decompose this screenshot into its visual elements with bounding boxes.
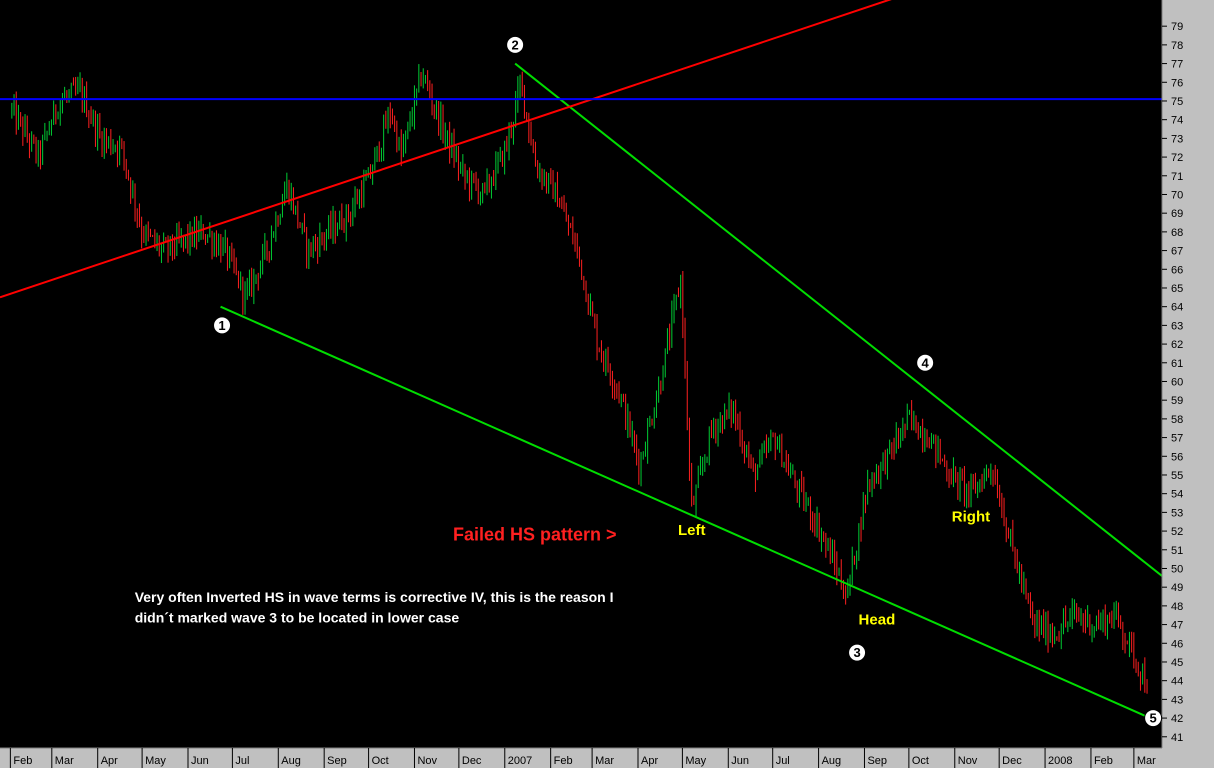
x-tick-label: May xyxy=(145,755,166,767)
x-tick-label: Apr xyxy=(101,755,118,767)
annotation-text: didn´t marked wave 3 to be located in lo… xyxy=(135,610,460,626)
x-axis-panel xyxy=(0,748,1214,768)
annotation-text: Left xyxy=(678,522,706,539)
x-tick-label: Sep xyxy=(867,755,887,767)
y-tick-label: 65 xyxy=(1171,283,1183,295)
wave-number: 5 xyxy=(1150,711,1157,726)
x-tick-label: Aug xyxy=(822,755,842,767)
x-tick-label: Jul xyxy=(235,755,249,767)
y-tick-label: 47 xyxy=(1171,620,1183,632)
y-tick-label: 78 xyxy=(1171,40,1183,52)
x-tick-label: 2007 xyxy=(508,755,532,767)
y-tick-label: 43 xyxy=(1171,694,1183,706)
y-tick-label: 70 xyxy=(1171,189,1183,201)
y-tick-label: 50 xyxy=(1171,563,1183,575)
y-tick-label: 76 xyxy=(1171,77,1183,89)
y-tick-label: 66 xyxy=(1171,264,1183,276)
x-tick-label: Jun xyxy=(191,755,209,767)
annotation-text: Very often Inverted HS in wave terms is … xyxy=(135,589,614,605)
y-axis: 41 42 43 44 45 46 47 48 49 50 51 52 53 54 55 56 57 58 59 60… xyxy=(1162,21,1183,744)
y-tick-label: 68 xyxy=(1171,227,1183,239)
y-tick-label: 72 xyxy=(1171,152,1183,164)
y-tick-label: 44 xyxy=(1171,676,1183,688)
x-tick-label: Sep xyxy=(327,755,347,767)
wave-marker xyxy=(916,353,935,372)
y-tick-label: 79 xyxy=(1171,21,1183,33)
wave-marker xyxy=(848,643,867,662)
y-tick-label: 73 xyxy=(1171,133,1183,145)
x-axis: Feb Mar Apr May Jun Jul Aug Sep Oct Nov Dec 2007 Feb… xyxy=(9,748,1156,768)
trend-line xyxy=(514,62,1163,577)
annotation-text: Head xyxy=(859,612,896,629)
x-tick-label: Feb xyxy=(554,755,573,767)
y-tick-label: 42 xyxy=(1171,713,1183,725)
wave-labels: 1 2 3 4 5 xyxy=(213,35,1163,728)
annotation-text: Right xyxy=(952,509,990,526)
y-tick-label: 62 xyxy=(1171,339,1183,351)
plot-area xyxy=(0,0,1162,748)
y-tick-label: 59 xyxy=(1171,395,1183,407)
y-tick-label: 67 xyxy=(1171,246,1183,258)
wave-marker xyxy=(213,316,232,335)
y-axis-panel xyxy=(1162,0,1214,768)
trend-line xyxy=(0,0,892,299)
y-tick-label: 63 xyxy=(1171,320,1183,332)
wave-number: 3 xyxy=(853,645,860,660)
x-tick-label: Mar xyxy=(55,755,74,767)
annotation-text: Failed HS pattern > xyxy=(453,524,617,544)
y-tick-label: 51 xyxy=(1171,545,1183,557)
y-tick-label: 58 xyxy=(1171,414,1183,426)
x-tick-label: Oct xyxy=(372,755,389,767)
x-tick-label: Nov xyxy=(417,755,437,767)
y-tick-label: 71 xyxy=(1171,171,1183,183)
y-tick-label: 55 xyxy=(1171,470,1183,482)
wave-number: 2 xyxy=(512,37,519,52)
x-tick-label: Apr xyxy=(641,755,658,767)
y-tick-label: 49 xyxy=(1171,582,1183,594)
x-tick-label: Jul xyxy=(776,755,790,767)
y-tick-label: 54 xyxy=(1171,489,1183,501)
y-tick-label: 48 xyxy=(1171,601,1183,613)
wave-number: 4 xyxy=(922,355,930,370)
x-tick-label: Dec xyxy=(1002,755,1022,767)
y-tick-label: 56 xyxy=(1171,451,1183,463)
y-tick-label: 75 xyxy=(1171,96,1183,108)
y-tick-label: 45 xyxy=(1171,657,1183,669)
x-tick-label: Feb xyxy=(13,755,32,767)
y-tick-label: 69 xyxy=(1171,208,1183,220)
y-tick-label: 64 xyxy=(1171,302,1183,314)
annotations: Left Head Right Failed HS pattern > Very oft… xyxy=(135,509,990,629)
y-tick-label: 77 xyxy=(1171,59,1183,71)
x-tick-label: Oct xyxy=(912,755,929,767)
price-bars xyxy=(11,64,1148,694)
y-tick-label: 46 xyxy=(1171,638,1183,650)
x-tick-label: Mar xyxy=(1137,755,1156,767)
x-tick-label: 2008 xyxy=(1048,755,1072,767)
x-tick-label: Dec xyxy=(462,755,482,767)
x-tick-label: Nov xyxy=(958,755,978,767)
x-tick-label: Jun xyxy=(731,755,749,767)
y-tick-label: 74 xyxy=(1171,115,1183,127)
y-tick-label: 41 xyxy=(1171,732,1183,744)
x-tick-label: Mar xyxy=(595,755,614,767)
x-tick-label: May xyxy=(685,755,706,767)
trend-lines xyxy=(0,0,1163,719)
y-tick-label: 57 xyxy=(1171,433,1183,445)
y-tick-label: 61 xyxy=(1171,358,1183,370)
y-tick-label: 53 xyxy=(1171,507,1183,519)
wave-marker xyxy=(1144,709,1163,728)
wave-marker xyxy=(506,35,525,54)
x-tick-label: Aug xyxy=(281,755,301,767)
y-tick-label: 60 xyxy=(1171,376,1183,388)
y-tick-label: 52 xyxy=(1171,526,1183,538)
wave-number: 1 xyxy=(218,318,225,333)
x-tick-label: Feb xyxy=(1094,755,1113,767)
trend-line xyxy=(220,305,1151,719)
